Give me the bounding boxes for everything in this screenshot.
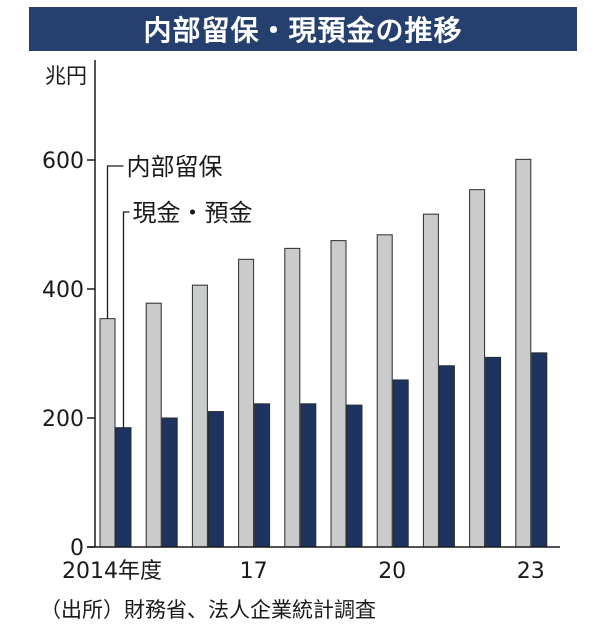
bar-cash-deposits-2022 bbox=[485, 356, 502, 548]
y-tick-label: 400 bbox=[42, 278, 84, 303]
chart-title: 内部留保・現預金の推移 bbox=[29, 7, 577, 51]
bar-retained-earnings-2022 bbox=[469, 189, 486, 548]
y-axis-unit-label: 兆円 bbox=[45, 64, 87, 88]
bar-cash-deposits-2019 bbox=[346, 404, 363, 548]
y-tick-label: 600 bbox=[42, 149, 84, 174]
bar-retained-earnings-2018 bbox=[284, 247, 301, 548]
legend-leader-cash bbox=[122, 211, 130, 428]
y-tick-label: 200 bbox=[42, 407, 84, 432]
bar-cash-deposits-2023 bbox=[531, 352, 548, 548]
x-tick-label: 2014年度 bbox=[62, 559, 162, 584]
bar-cash-deposits-2020 bbox=[392, 379, 409, 548]
x-tick-label: 23 bbox=[517, 559, 545, 584]
bar-cash-deposits-2016 bbox=[207, 411, 224, 548]
y-tick-label: 0 bbox=[70, 536, 84, 561]
x-tick-label: 20 bbox=[378, 559, 406, 584]
legend-leader-retained bbox=[106, 165, 124, 319]
bar-retained-earnings-2019 bbox=[330, 240, 347, 548]
legend-label-retained-earnings: 内部留保 bbox=[127, 153, 223, 181]
bar-retained-earnings-2015 bbox=[145, 302, 162, 548]
bar-cash-deposits-2018 bbox=[300, 403, 317, 548]
bar-retained-earnings-2021 bbox=[422, 213, 439, 548]
source-note: （出所）財務省、法人企業統計調査 bbox=[40, 598, 376, 622]
bar-retained-earnings-2014 bbox=[99, 318, 116, 548]
x-tick-label: 17 bbox=[240, 559, 268, 584]
bar-cash-deposits-2014 bbox=[115, 427, 132, 548]
bar-retained-earnings-2023 bbox=[515, 158, 532, 548]
bar-cash-deposits-2017 bbox=[254, 403, 271, 548]
bar-cash-deposits-2021 bbox=[438, 365, 455, 548]
bar-cash-deposits-2015 bbox=[161, 417, 178, 548]
legend-label-cash-deposits: 現金・預金 bbox=[133, 199, 253, 227]
bar-retained-earnings-2016 bbox=[191, 284, 208, 548]
bar-retained-earnings-2020 bbox=[376, 234, 393, 548]
bar-retained-earnings-2017 bbox=[238, 258, 255, 548]
